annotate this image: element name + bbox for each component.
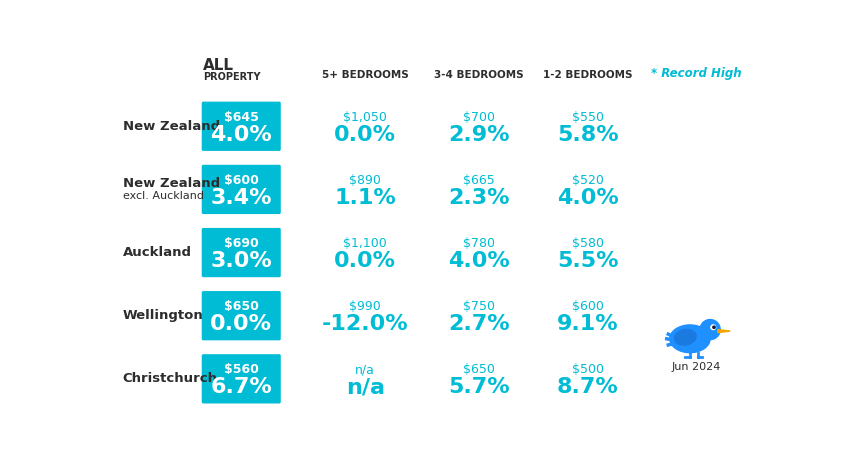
Text: $500: $500	[571, 363, 603, 376]
Text: $600: $600	[224, 174, 258, 187]
Text: 1.1%: 1.1%	[334, 188, 396, 208]
Text: 2.7%: 2.7%	[448, 314, 510, 334]
Text: $645: $645	[224, 110, 258, 123]
Text: -12.0%: -12.0%	[322, 314, 408, 334]
Ellipse shape	[674, 329, 695, 345]
Text: 8.7%: 8.7%	[556, 377, 618, 397]
Circle shape	[710, 325, 715, 329]
Circle shape	[699, 320, 719, 340]
Text: Jun 2024: Jun 2024	[671, 362, 720, 371]
Text: 3-4 BEDROOMS: 3-4 BEDROOMS	[434, 70, 523, 80]
Text: n/a: n/a	[354, 363, 375, 376]
Text: $990: $990	[349, 300, 381, 313]
Text: $580: $580	[571, 237, 603, 250]
Text: * Record High: * Record High	[650, 67, 741, 80]
Text: $665: $665	[463, 174, 495, 187]
Text: 4.0%: 4.0%	[556, 188, 618, 208]
Text: ALL: ALL	[203, 58, 234, 73]
Text: 3.0%: 3.0%	[210, 251, 272, 271]
Text: excl. Auckland: excl. Auckland	[122, 191, 203, 201]
FancyBboxPatch shape	[202, 291, 280, 340]
Circle shape	[712, 326, 714, 328]
FancyBboxPatch shape	[202, 228, 280, 277]
Text: $780: $780	[463, 237, 495, 250]
Text: $520: $520	[571, 174, 603, 187]
Text: $690: $690	[224, 237, 258, 250]
Text: New Zealand: New Zealand	[122, 120, 219, 133]
FancyBboxPatch shape	[202, 354, 280, 403]
Text: $560: $560	[224, 363, 258, 376]
Text: 9.1%: 9.1%	[556, 314, 618, 334]
Text: $650: $650	[463, 363, 495, 376]
Text: Wellington: Wellington	[122, 309, 203, 322]
Text: PROPERTY: PROPERTY	[203, 73, 261, 82]
FancyBboxPatch shape	[202, 165, 280, 214]
Text: 2.9%: 2.9%	[448, 125, 509, 145]
Text: 5.8%: 5.8%	[556, 125, 618, 145]
Text: New Zealand: New Zealand	[122, 177, 219, 190]
Ellipse shape	[669, 325, 709, 353]
Text: $890: $890	[349, 174, 381, 187]
Text: 1-2 BEDROOMS: 1-2 BEDROOMS	[543, 70, 631, 80]
Text: $550: $550	[571, 110, 603, 123]
Text: 5+ BEDROOMS: 5+ BEDROOMS	[322, 70, 408, 80]
Text: 5.5%: 5.5%	[556, 251, 618, 271]
Text: $1,100: $1,100	[343, 237, 387, 250]
Text: Christchurch: Christchurch	[122, 372, 218, 385]
Text: $750: $750	[463, 300, 495, 313]
Text: 2.3%: 2.3%	[448, 188, 509, 208]
FancyBboxPatch shape	[202, 102, 280, 151]
Text: 3.4%: 3.4%	[210, 188, 272, 208]
Text: $700: $700	[463, 110, 495, 123]
Text: 0.0%: 0.0%	[334, 251, 396, 271]
Text: 4.0%: 4.0%	[448, 251, 510, 271]
Text: 5.7%: 5.7%	[448, 377, 510, 397]
Text: 6.7%: 6.7%	[210, 377, 272, 397]
Text: 0.0%: 0.0%	[210, 314, 272, 334]
Text: 4.0%: 4.0%	[210, 125, 272, 145]
Text: n/a: n/a	[345, 377, 384, 397]
Text: $1,050: $1,050	[343, 110, 387, 123]
Text: $600: $600	[571, 300, 603, 313]
Text: 0.0%: 0.0%	[334, 125, 396, 145]
Text: $650: $650	[224, 300, 258, 313]
Polygon shape	[717, 329, 729, 333]
Text: Auckland: Auckland	[122, 246, 192, 259]
